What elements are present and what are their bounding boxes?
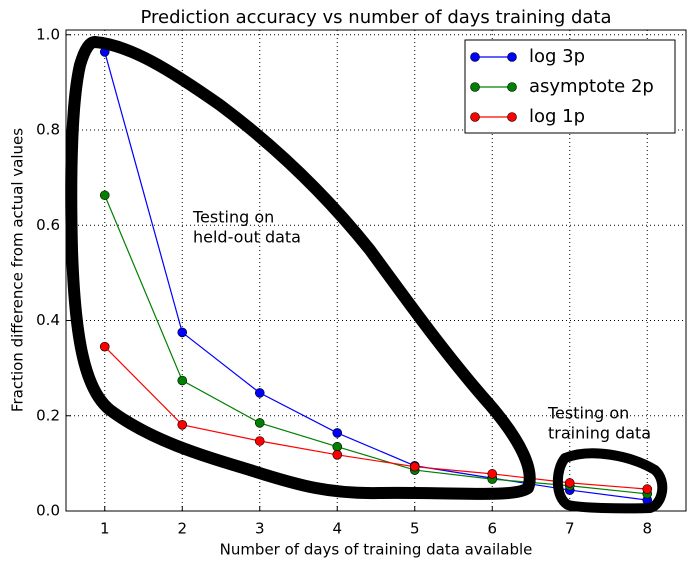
legend-label: asymptote 2p	[529, 76, 654, 97]
x-tick-label: 3	[255, 520, 265, 538]
x-tick-label: 1	[100, 520, 110, 538]
data-point	[99, 341, 110, 352]
y-axis-label: Fraction difference from actual values	[9, 128, 27, 412]
annotation: Testing on	[547, 404, 629, 423]
data-point	[177, 420, 188, 430]
data-point	[254, 436, 265, 446]
annotation: held-out data	[193, 228, 301, 247]
x-tick-label: 2	[177, 520, 187, 538]
data-point	[332, 450, 343, 460]
data-point	[487, 469, 498, 479]
y-tick-label: 0.4	[36, 311, 60, 329]
legend-label: log 1p	[529, 106, 585, 127]
x-axis-label: Number of days of training data availabl…	[220, 541, 533, 559]
plot-frame	[65, 29, 687, 512]
x-tick-label: 6	[487, 520, 497, 538]
x-tick-label: 8	[642, 520, 652, 538]
x-tick-label: 5	[410, 520, 420, 538]
data-point	[254, 418, 265, 428]
data-point	[564, 478, 575, 488]
chart-title: Prediction accuracy vs number of days tr…	[140, 7, 611, 28]
legend-marker	[507, 82, 517, 92]
annotation: training data	[548, 424, 651, 443]
data-point	[409, 461, 420, 472]
annotation: Testing on	[192, 208, 274, 227]
data-point	[254, 388, 265, 398]
y-tick-label: 0.0	[36, 502, 60, 520]
y-tick-label: 0.6	[36, 216, 60, 234]
data-point	[177, 327, 188, 338]
legend-label: log 3p	[529, 46, 585, 67]
annotation-loop	[65, 36, 536, 500]
legend-marker	[470, 112, 480, 122]
annotation-loop	[552, 448, 668, 514]
data-point	[99, 190, 110, 201]
y-tick-label: 1.0	[36, 25, 60, 43]
legend-marker	[507, 52, 517, 62]
legend-marker	[470, 52, 480, 62]
legend-marker	[507, 112, 517, 122]
y-tick-label: 0.8	[36, 121, 60, 139]
data-point	[332, 428, 343, 438]
data-point	[332, 441, 343, 452]
data-point	[177, 375, 188, 386]
legend-marker	[470, 82, 480, 92]
x-tick-label: 4	[332, 520, 342, 538]
x-tick-label: 7	[565, 520, 575, 538]
y-tick-label: 0.2	[36, 406, 60, 424]
data-point	[642, 484, 653, 494]
